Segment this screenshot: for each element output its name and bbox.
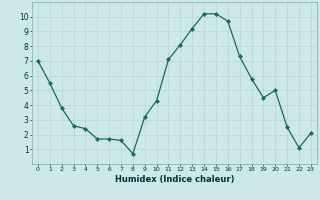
X-axis label: Humidex (Indice chaleur): Humidex (Indice chaleur) bbox=[115, 175, 234, 184]
